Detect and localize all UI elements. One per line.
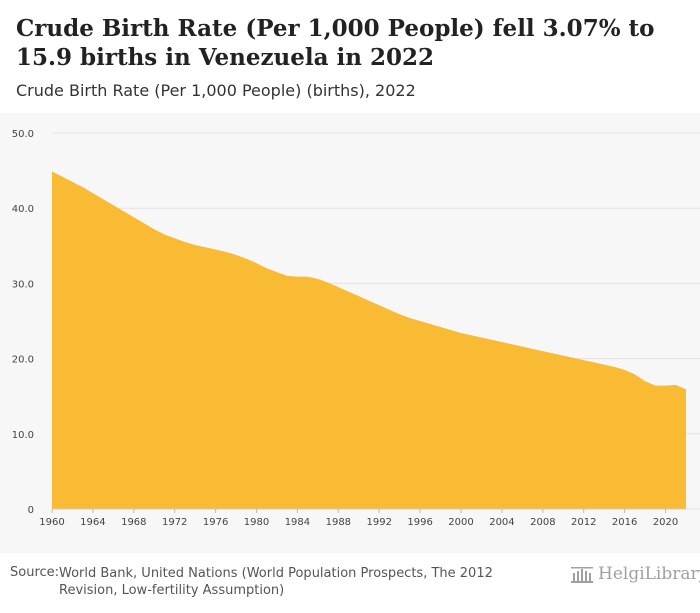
x-tick-label: 2020 <box>653 517 678 528</box>
x-tick-label: 1972 <box>162 517 187 528</box>
y-tick-label: 50.0 <box>12 129 34 140</box>
x-tick-label: 2000 <box>448 517 473 528</box>
x-tick-label: 1968 <box>121 517 146 528</box>
y-tick-label: 10.0 <box>12 430 34 441</box>
y-tick-label: 30.0 <box>12 279 34 290</box>
x-tick-label: 2012 <box>571 517 596 528</box>
x-tick-label: 1988 <box>326 517 351 528</box>
source-label: Source: <box>10 565 60 580</box>
x-tick-label: 1984 <box>285 517 310 528</box>
x-tick-label: 2008 <box>530 517 555 528</box>
header: Crude Birth Rate (Per 1,000 People) fell… <box>0 0 700 113</box>
chart-area: 0 10.0 20.0 30.0 40.0 50.0 1960 1964 1968 1972 19… <box>0 113 700 553</box>
x-tick-label: 1992 <box>366 517 391 528</box>
area-fill <box>52 171 686 509</box>
x-tick-label: 1976 <box>203 517 228 528</box>
x-tick-label: 1960 <box>39 517 64 528</box>
x-tick-label: 2004 <box>489 517 514 528</box>
x-tick-label: 2016 <box>612 517 637 528</box>
page-title: Crude Birth Rate (Per 1,000 People) fell… <box>16 15 655 71</box>
y-tick-label: 0 <box>28 505 34 516</box>
chart-subtitle: Crude Birth Rate (Per 1,000 People) (bir… <box>16 81 416 100</box>
library-building-icon <box>571 567 593 583</box>
area-series <box>52 171 686 509</box>
footer: Source: World Bank, United Nations (Worl… <box>0 553 700 613</box>
logo-text: HelgiLibrary <box>598 564 700 584</box>
y-axis: 0 10.0 20.0 30.0 40.0 50.0 <box>12 129 34 516</box>
x-tick-label: 1980 <box>244 517 269 528</box>
x-tick-label: 1996 <box>407 517 432 528</box>
x-tick-label: 1964 <box>80 517 105 528</box>
source-text: World Bank, United Nations (World Popula… <box>59 566 493 598</box>
x-axis: 1960 1964 1968 1972 1976 1980 1984 1988 1992 1996… <box>39 508 686 528</box>
y-tick-label: 20.0 <box>12 355 34 366</box>
y-tick-label: 40.0 <box>12 204 34 215</box>
area-chart: 010.020.030.040.050.0 1960 1964 1968 1972 19… <box>12 129 700 528</box>
helgi-library-logo[interactable]: HelgiLibrary <box>570 563 700 585</box>
